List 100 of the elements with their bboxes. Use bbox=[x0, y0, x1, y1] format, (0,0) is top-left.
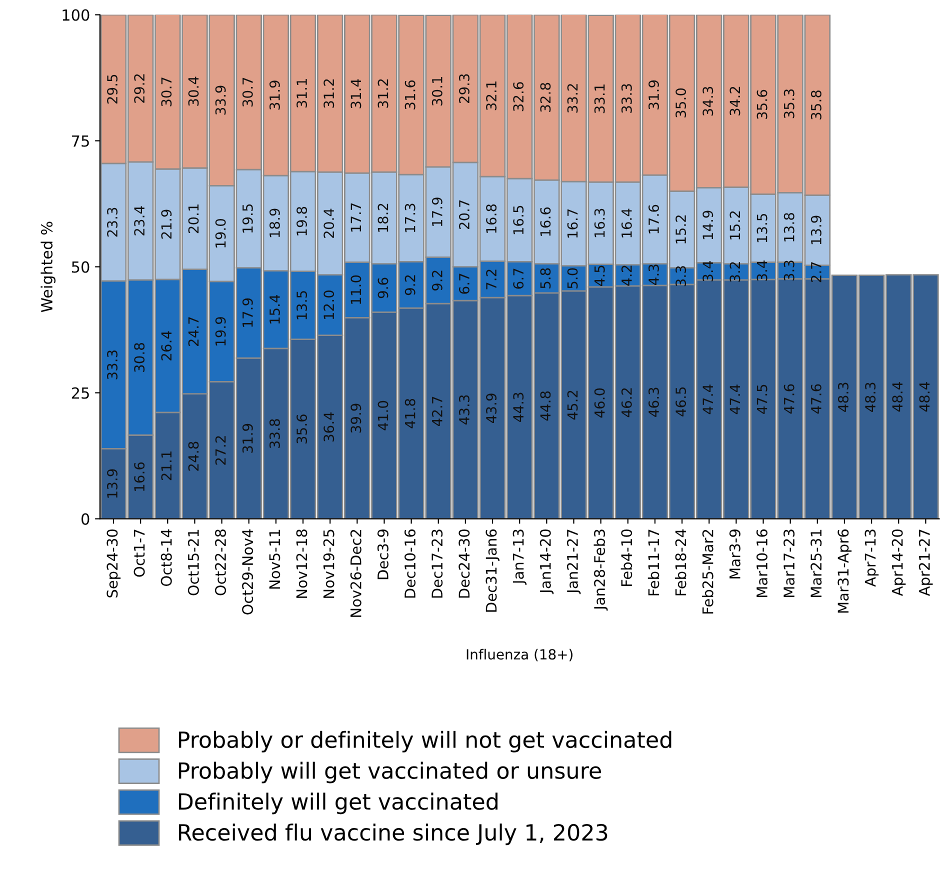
data-label: 20.1 bbox=[188, 204, 199, 234]
data-label: 18.9 bbox=[269, 208, 280, 238]
x-tick-label: Dec10-16 bbox=[404, 529, 416, 598]
data-label: 13.9 bbox=[810, 216, 822, 244]
data-label: 48.3 bbox=[865, 382, 876, 412]
data-label: 30.8 bbox=[134, 342, 145, 372]
data-label: 6.7 bbox=[458, 274, 470, 294]
y-tick-label: 100 bbox=[62, 9, 90, 21]
x-tick-label: Nov19-25 bbox=[323, 530, 334, 598]
data-label: 7.2 bbox=[486, 270, 496, 290]
x-tick-label: Oct22-28 bbox=[214, 530, 226, 596]
data-label: 9.2 bbox=[432, 270, 442, 291]
legend-label: Probably or definitely will not get vaccinated bbox=[178, 730, 672, 752]
data-label: 13.8 bbox=[784, 212, 794, 242]
x-tick-label: Jan7-13 bbox=[512, 530, 527, 585]
x-tick-label: Apr21-27 bbox=[918, 530, 933, 596]
x-tick-label: Feb11-17 bbox=[648, 530, 660, 596]
data-label: 17.9 bbox=[432, 198, 442, 226]
data-label: 19.5 bbox=[242, 204, 253, 233]
data-label: 17.6 bbox=[648, 204, 659, 234]
data-label: 23.4 bbox=[134, 206, 145, 236]
data-label: 30.1 bbox=[432, 76, 442, 106]
data-label: 43.3 bbox=[458, 395, 470, 424]
x-tick-label: Nov12-18 bbox=[296, 530, 308, 598]
data-label: 35.8 bbox=[810, 90, 822, 120]
data-label: 13.5 bbox=[756, 214, 768, 242]
data-label: 17.9 bbox=[242, 298, 253, 327]
data-label: 29.2 bbox=[134, 74, 145, 103]
data-label: 13.9 bbox=[107, 469, 118, 498]
x-tick-label: Feb4-10 bbox=[620, 529, 632, 586]
data-label: 29.3 bbox=[458, 74, 470, 104]
data-label: 31.6 bbox=[404, 80, 416, 110]
data-label: 33.2 bbox=[567, 84, 578, 113]
data-label: 39.9 bbox=[350, 404, 362, 433]
data-label: 48.4 bbox=[919, 382, 930, 412]
data-label: 46.3 bbox=[648, 388, 659, 417]
data-label: 12.0 bbox=[324, 290, 334, 320]
data-label: 16.6 bbox=[134, 462, 145, 491]
data-label: 4.2 bbox=[621, 266, 632, 286]
data-label: 24.8 bbox=[188, 442, 199, 471]
legend-label: Received flu vaccine since July 1, 2023 bbox=[178, 824, 608, 846]
data-label: 31.9 bbox=[648, 80, 659, 110]
data-label: 4.3 bbox=[648, 264, 659, 285]
data-label: 16.4 bbox=[621, 208, 632, 238]
data-label: 17.7 bbox=[350, 203, 361, 232]
x-tick-label: Mar17-23 bbox=[784, 530, 795, 597]
data-label: 15.2 bbox=[730, 211, 740, 240]
y-tick-label: 0 bbox=[82, 513, 90, 525]
data-label: 48.4 bbox=[892, 382, 903, 412]
data-label: 14.9 bbox=[702, 210, 714, 240]
data-label: 41.8 bbox=[404, 398, 416, 428]
data-label: 3.3 bbox=[676, 266, 686, 286]
data-label: 34.3 bbox=[702, 86, 714, 116]
x-tick-label: Mar3-9 bbox=[729, 530, 740, 578]
x-tick-label: Oct8-14 bbox=[160, 529, 172, 586]
data-label: 5.8 bbox=[540, 268, 551, 288]
data-label: 21.1 bbox=[161, 451, 172, 480]
data-label: 44.8 bbox=[540, 391, 551, 421]
data-label: 47.6 bbox=[784, 384, 794, 414]
y-tick-label: 75 bbox=[72, 135, 89, 147]
data-label: 44.3 bbox=[513, 392, 524, 422]
data-label: 19.9 bbox=[215, 317, 226, 346]
data-label: 36.4 bbox=[324, 412, 334, 442]
data-label: 6.7 bbox=[513, 268, 524, 289]
data-label: 33.8 bbox=[269, 419, 280, 448]
data-label: 16.7 bbox=[567, 209, 578, 238]
data-label: 41.0 bbox=[378, 400, 388, 430]
data-label: 21.9 bbox=[161, 210, 172, 239]
x-tick-label: Nov26-Dec2 bbox=[350, 530, 362, 617]
data-label: 33.3 bbox=[107, 350, 118, 380]
data-label: 42.7 bbox=[432, 396, 442, 426]
data-label: 29.5 bbox=[107, 74, 118, 104]
data-label: 31.4 bbox=[350, 79, 362, 108]
data-label: 32.6 bbox=[513, 82, 524, 112]
data-label: 47.5 bbox=[756, 384, 768, 414]
data-label: 16.3 bbox=[594, 208, 605, 238]
x-tick-label: Apr14-20 bbox=[892, 529, 906, 596]
y-tick-label: 50 bbox=[72, 261, 90, 273]
x-tick-label: Dec24-30 bbox=[458, 529, 470, 598]
x-tick-label: Oct1-7 bbox=[134, 530, 145, 577]
data-label: 46.0 bbox=[594, 388, 605, 418]
x-tick-label: Oct15-21 bbox=[188, 530, 199, 596]
data-label: 33.3 bbox=[621, 84, 632, 113]
legend-label: Definitely will get vaccinated bbox=[178, 792, 498, 814]
x-axis-title: Influenza (18+) bbox=[466, 648, 572, 662]
data-label: 23.3 bbox=[107, 208, 118, 237]
data-label: 33.9 bbox=[215, 86, 226, 115]
data-label: 3.4 bbox=[702, 261, 714, 282]
data-label: 3.3 bbox=[784, 260, 794, 281]
data-label: 31.9 bbox=[242, 424, 253, 453]
data-label: 13.5 bbox=[296, 291, 308, 320]
data-label: 30.4 bbox=[188, 76, 199, 106]
data-label: 20.4 bbox=[324, 208, 334, 238]
x-tick-label: Mar25-31 bbox=[810, 530, 822, 597]
data-label: 31.1 bbox=[296, 78, 308, 108]
x-tick-label: Nov5-11 bbox=[269, 530, 280, 589]
data-label: 30.7 bbox=[242, 78, 253, 107]
data-label: 45.2 bbox=[567, 390, 578, 420]
data-label: 35.6 bbox=[296, 414, 308, 444]
x-tick-label: Apr7-13 bbox=[864, 530, 879, 587]
